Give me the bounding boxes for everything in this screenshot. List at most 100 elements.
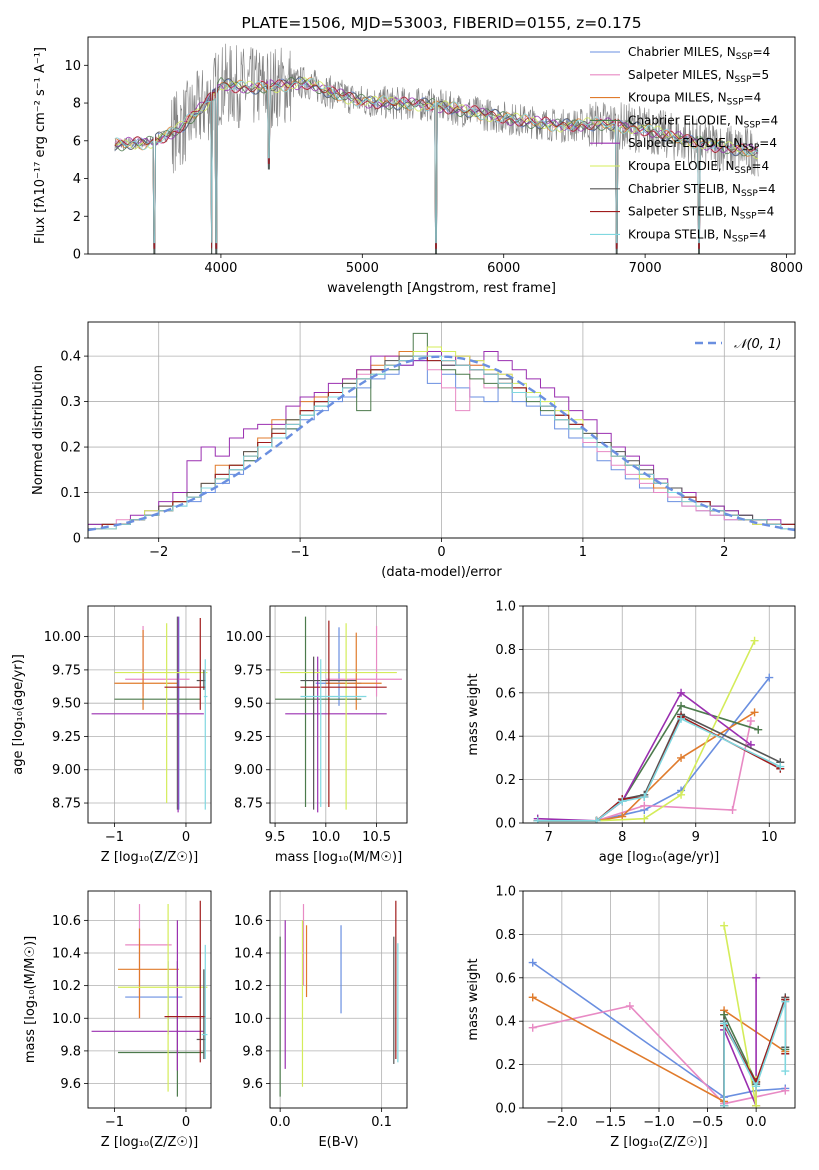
y-tick-label: 0.8 [495, 928, 516, 943]
legend-label: Kroupa ELODIE, NSSP=4 [628, 159, 769, 176]
x-tick-label: −1 [291, 545, 310, 560]
spectrum-axes: 4000 5000 6000 7000 8000 0 2 4 6 8 10 wavelength [A… [33, 47, 803, 296]
y-axis-label: mass [log₁₀(M/M☉)] [23, 936, 38, 1063]
weight-vs-Z-frame [522, 890, 796, 1109]
x-tick-label: 5000 [346, 261, 379, 276]
x-tick-label: 9 [692, 830, 700, 845]
x-tick-label: 0 [182, 1115, 190, 1130]
y-tick-label: 9.6 [242, 1077, 263, 1092]
y-axis-label: age [log₁₀(age/yr)] [11, 654, 26, 775]
y-tick-label: 10.0 [234, 1012, 263, 1027]
age-vs-mass-axes: 9.5 10.0 10.5 8.75 9.00 9.25 9.50 9.75 10.00 mass… [226, 606, 407, 865]
y-tick-label: 6 [73, 134, 81, 149]
weight-point-marker [752, 973, 761, 982]
x-tick-label: 0.1 [371, 1115, 392, 1130]
weight-point-marker [720, 1101, 729, 1108]
x-tick-label: 0 [182, 830, 190, 845]
weight-point-marker [677, 790, 686, 799]
y-tick-label: 10.00 [44, 630, 81, 645]
weight-series-line [537, 717, 781, 822]
weight-series-line [723, 977, 757, 1107]
weight-point-marker [640, 801, 649, 810]
weight-point-marker [776, 762, 785, 771]
y-tick-label: 9.25 [234, 730, 263, 745]
x-tick-label: −1.0 [643, 1115, 675, 1130]
y-tick-label: 9.8 [60, 1044, 81, 1059]
y-tick-label: 0 [73, 248, 81, 263]
mass-vs-Z-axes: −1 0 9.6 9.8 10.0 10.2 10.4 10.6 Z [log₁₀(Z/Z☉)]… [23, 891, 211, 1150]
spectrum-frame [87, 36, 796, 255]
weight-point-marker [677, 688, 686, 697]
weight-point-marker [728, 805, 737, 814]
y-tick-label: 9.8 [242, 1044, 263, 1059]
x-tick-label: 7 [545, 830, 553, 845]
y-tick-label: 10.2 [234, 979, 263, 994]
legend-label: 𝒩(0, 1) [734, 337, 781, 352]
x-tick-label: 2 [720, 545, 728, 560]
x-tick-label: −0.5 [692, 1115, 724, 1130]
y-tick-label: 4 [73, 172, 81, 187]
legend-label: Salpeter MILES, NSSP=5 [628, 68, 769, 85]
y-tick-label: 0.2 [495, 773, 516, 788]
legend-label: Chabrier MILES, NSSP=4 [628, 45, 770, 62]
y-tick-label: 8 [73, 97, 81, 112]
y-tick-label: 9.75 [52, 663, 81, 678]
x-tick-label: 7000 [629, 261, 662, 276]
x-tick-label: 10 [761, 830, 778, 845]
age-vs-Z-plot-area [91, 616, 208, 813]
legend-label: Chabrier ELODIE, NSSP=4 [628, 113, 778, 130]
weight-point-marker [533, 816, 542, 823]
spectrum-plot-area [114, 43, 759, 254]
mass-vs-EBV-frame [269, 890, 408, 1109]
y-tick-label: 0.2 [495, 1058, 516, 1073]
x-axis-label: E(B-V) [318, 1135, 358, 1150]
y-tick-label: 8.75 [234, 797, 263, 812]
y-axis-label: mass weight [466, 958, 481, 1040]
x-tick-label: −2.0 [546, 1115, 578, 1130]
x-tick-label: −1 [105, 830, 124, 845]
y-tick-label: 10.4 [234, 947, 263, 962]
y-tick-label: 10.4 [52, 947, 81, 962]
y-tick-label: 10.0 [52, 1012, 81, 1027]
y-tick-label: 0.8 [495, 643, 516, 658]
weight-vs-age-plot-area [533, 636, 785, 823]
x-tick-label: 0.0 [270, 1115, 291, 1130]
x-tick-label: 0.0 [746, 1115, 767, 1130]
y-tick-label: 10.00 [226, 630, 263, 645]
weight-point-marker [677, 714, 686, 723]
y-axis-label: Flux [fλ10⁻¹⁷ erg cm⁻² s⁻¹ A⁻¹] [33, 47, 48, 244]
y-tick-label: 9.6 [60, 1077, 81, 1092]
weight-point-marker [528, 1023, 537, 1032]
x-tick-label: 0 [437, 545, 445, 560]
mass-vs-EBV-plot-area [279, 900, 399, 1097]
mass-vs-Z-plot-area [91, 900, 208, 1097]
legend-label: Kroupa STELIB, NSSP=4 [628, 227, 766, 244]
weight-vs-age-axes: 7 8 9 10 0.0 0.2 0.4 0.6 0.8 1.0 age [log₁₀(age/yr… [466, 600, 795, 865]
y-tick-label: 9.25 [52, 730, 81, 745]
y-tick-label: 0.6 [495, 971, 516, 986]
x-axis-label: mass [log₁₀(M/M☉)] [275, 850, 402, 865]
y-tick-label: 0.4 [495, 730, 516, 745]
x-axis-label: Z [log₁₀(Z/Z☉)] [610, 1135, 707, 1150]
weight-point-marker [528, 958, 537, 967]
x-tick-label: 9.5 [265, 830, 286, 845]
age-vs-mass-frame [269, 605, 408, 824]
y-tick-label: 0.3 [60, 395, 81, 410]
x-tick-label: 10.5 [362, 830, 391, 845]
x-axis-label: Z [log₁₀(Z/Z☉)] [101, 850, 198, 865]
y-axis-label: mass weight [466, 673, 481, 755]
weight-series-line [532, 961, 786, 1099]
weight-point-marker [754, 725, 763, 734]
chart-title: PLATE=1506, MJD=53003, FIBERID=0155, z=0… [241, 14, 641, 32]
weight-point-marker [750, 708, 759, 717]
weight-vs-Z-plot-area [528, 921, 790, 1108]
legend-label: Chabrier STELIB, NSSP=4 [628, 182, 776, 199]
x-axis-label: (data-model)/error [381, 565, 502, 580]
weight-point-marker [765, 673, 774, 682]
age-vs-Z-frame [87, 605, 212, 824]
weight-series-line [537, 691, 752, 822]
y-tick-label: 1.0 [495, 600, 516, 615]
weight-vs-age-frame [522, 605, 796, 824]
weight-series-line [723, 925, 757, 1106]
